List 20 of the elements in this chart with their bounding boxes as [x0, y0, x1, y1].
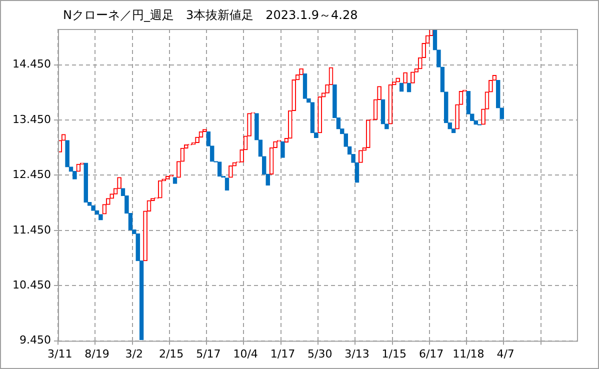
x-tick-label: 10/4	[233, 347, 258, 360]
x-tick-label: 8/19	[84, 347, 110, 360]
y-tick-label: 13.450	[12, 112, 51, 126]
chart-title: Nクローネ／円_週足 3本抜新値足 2023.1.9～4.28	[63, 7, 358, 24]
y-tick-label: 12.450	[12, 168, 51, 182]
x-tick-label: 1/17	[270, 347, 296, 360]
x-tick-label: 4/7	[496, 347, 514, 360]
y-tick-label: 14.450	[12, 58, 51, 71]
y-tick-label: 11.450	[12, 223, 51, 236]
y-tick-label: 10.450	[12, 278, 51, 292]
y-tick-label: 9.450	[20, 334, 51, 347]
x-tick-label: 6/17	[418, 347, 444, 360]
x-tick-label: 5/30	[308, 347, 332, 360]
x-tick-label: 3/2	[125, 347, 143, 360]
x-tick-label: 11/18	[452, 347, 484, 360]
x-tick-label: 3/11	[48, 347, 72, 360]
x-tick-label: 2/15	[158, 347, 184, 360]
x-tick-label: 5/17	[196, 347, 221, 360]
x-tick-label: 3/13	[344, 347, 370, 360]
x-tick-label: 1/15	[382, 347, 406, 360]
